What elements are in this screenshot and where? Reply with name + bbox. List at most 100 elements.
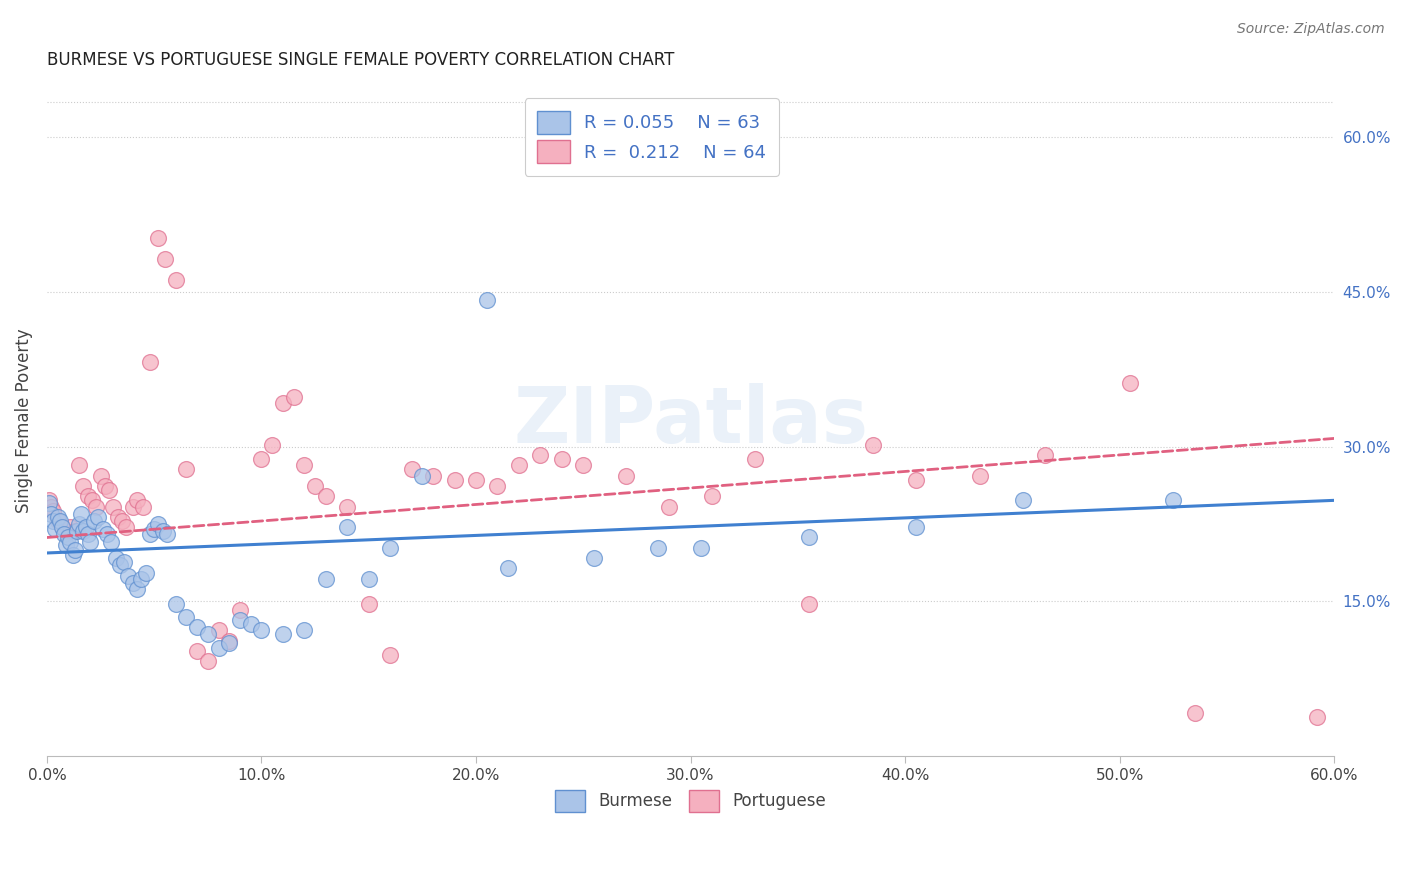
Point <box>42 514 65 528</box>
Point <box>76 489 98 503</box>
Point <box>107 509 129 524</box>
Point <box>39 500 62 514</box>
Point <box>797 597 820 611</box>
Point <box>700 489 723 503</box>
Point <box>121 575 143 590</box>
Point <box>98 483 121 497</box>
Point <box>197 654 219 668</box>
Point <box>46 514 69 528</box>
Point <box>496 561 519 575</box>
Point <box>62 548 84 562</box>
Point <box>357 597 380 611</box>
Point <box>336 500 359 514</box>
Text: BURMESE VS PORTUGUESE SINGLE FEMALE POVERTY CORRELATION CHART: BURMESE VS PORTUGUESE SINGLE FEMALE POVE… <box>46 51 675 69</box>
Point <box>80 493 103 508</box>
Point <box>292 458 315 473</box>
Point <box>443 473 465 487</box>
Point <box>582 551 605 566</box>
Point <box>207 640 229 655</box>
Point <box>117 568 139 582</box>
Point <box>112 555 135 569</box>
Point <box>67 517 90 532</box>
Point <box>165 272 187 286</box>
Point <box>58 531 80 545</box>
Point <box>72 479 94 493</box>
Point <box>53 527 76 541</box>
Point <box>55 524 77 539</box>
Point <box>271 396 294 410</box>
Point <box>315 572 337 586</box>
Legend: Burmese, Portuguese: Burmese, Portuguese <box>546 780 837 822</box>
Point <box>49 514 72 528</box>
Point <box>904 473 927 487</box>
Point <box>197 627 219 641</box>
Point <box>422 468 444 483</box>
Point <box>42 503 65 517</box>
Point <box>1119 376 1142 390</box>
Point <box>315 489 337 503</box>
Point <box>1306 710 1329 724</box>
Point <box>229 603 252 617</box>
Point <box>46 509 69 524</box>
Point <box>165 597 187 611</box>
Point <box>465 473 488 487</box>
Point <box>1033 448 1056 462</box>
Point <box>614 468 637 483</box>
Point <box>83 514 105 528</box>
Point <box>250 624 273 638</box>
Point <box>1184 706 1206 720</box>
Point <box>111 514 134 528</box>
Point <box>647 541 669 555</box>
Point <box>38 496 60 510</box>
Point <box>148 231 170 245</box>
Point <box>96 527 118 541</box>
Point <box>75 520 97 534</box>
Point <box>100 534 122 549</box>
Point <box>658 500 681 514</box>
Point <box>304 479 326 493</box>
Point <box>143 522 166 536</box>
Point <box>139 527 162 541</box>
Point <box>152 524 174 539</box>
Point <box>63 542 86 557</box>
Point <box>94 479 117 493</box>
Point <box>797 531 820 545</box>
Point <box>378 648 401 662</box>
Point <box>59 520 82 534</box>
Point <box>79 534 101 549</box>
Point <box>904 520 927 534</box>
Text: ZIPatlas: ZIPatlas <box>513 383 868 458</box>
Point <box>336 520 359 534</box>
Point <box>125 493 148 508</box>
Point <box>104 551 127 566</box>
Text: Source: ZipAtlas.com: Source: ZipAtlas.com <box>1237 22 1385 37</box>
Point <box>129 572 152 586</box>
Point <box>1161 493 1184 508</box>
Point <box>156 527 179 541</box>
Point <box>132 500 155 514</box>
Point <box>401 462 423 476</box>
Point <box>529 448 551 462</box>
Point <box>292 624 315 638</box>
Point <box>229 613 252 627</box>
Point <box>218 636 240 650</box>
Point <box>475 293 498 307</box>
Point <box>115 520 138 534</box>
Point <box>551 452 574 467</box>
Point <box>357 572 380 586</box>
Point <box>148 517 170 532</box>
Point <box>744 452 766 467</box>
Point <box>87 509 110 524</box>
Point <box>283 390 305 404</box>
Point <box>39 507 62 521</box>
Point <box>271 627 294 641</box>
Point <box>862 437 884 451</box>
Point <box>262 437 284 451</box>
Point <box>690 541 713 555</box>
Point <box>89 468 111 483</box>
Point <box>44 522 66 536</box>
Point <box>572 458 595 473</box>
Point <box>91 522 114 536</box>
Point <box>108 558 131 573</box>
Point <box>218 633 240 648</box>
